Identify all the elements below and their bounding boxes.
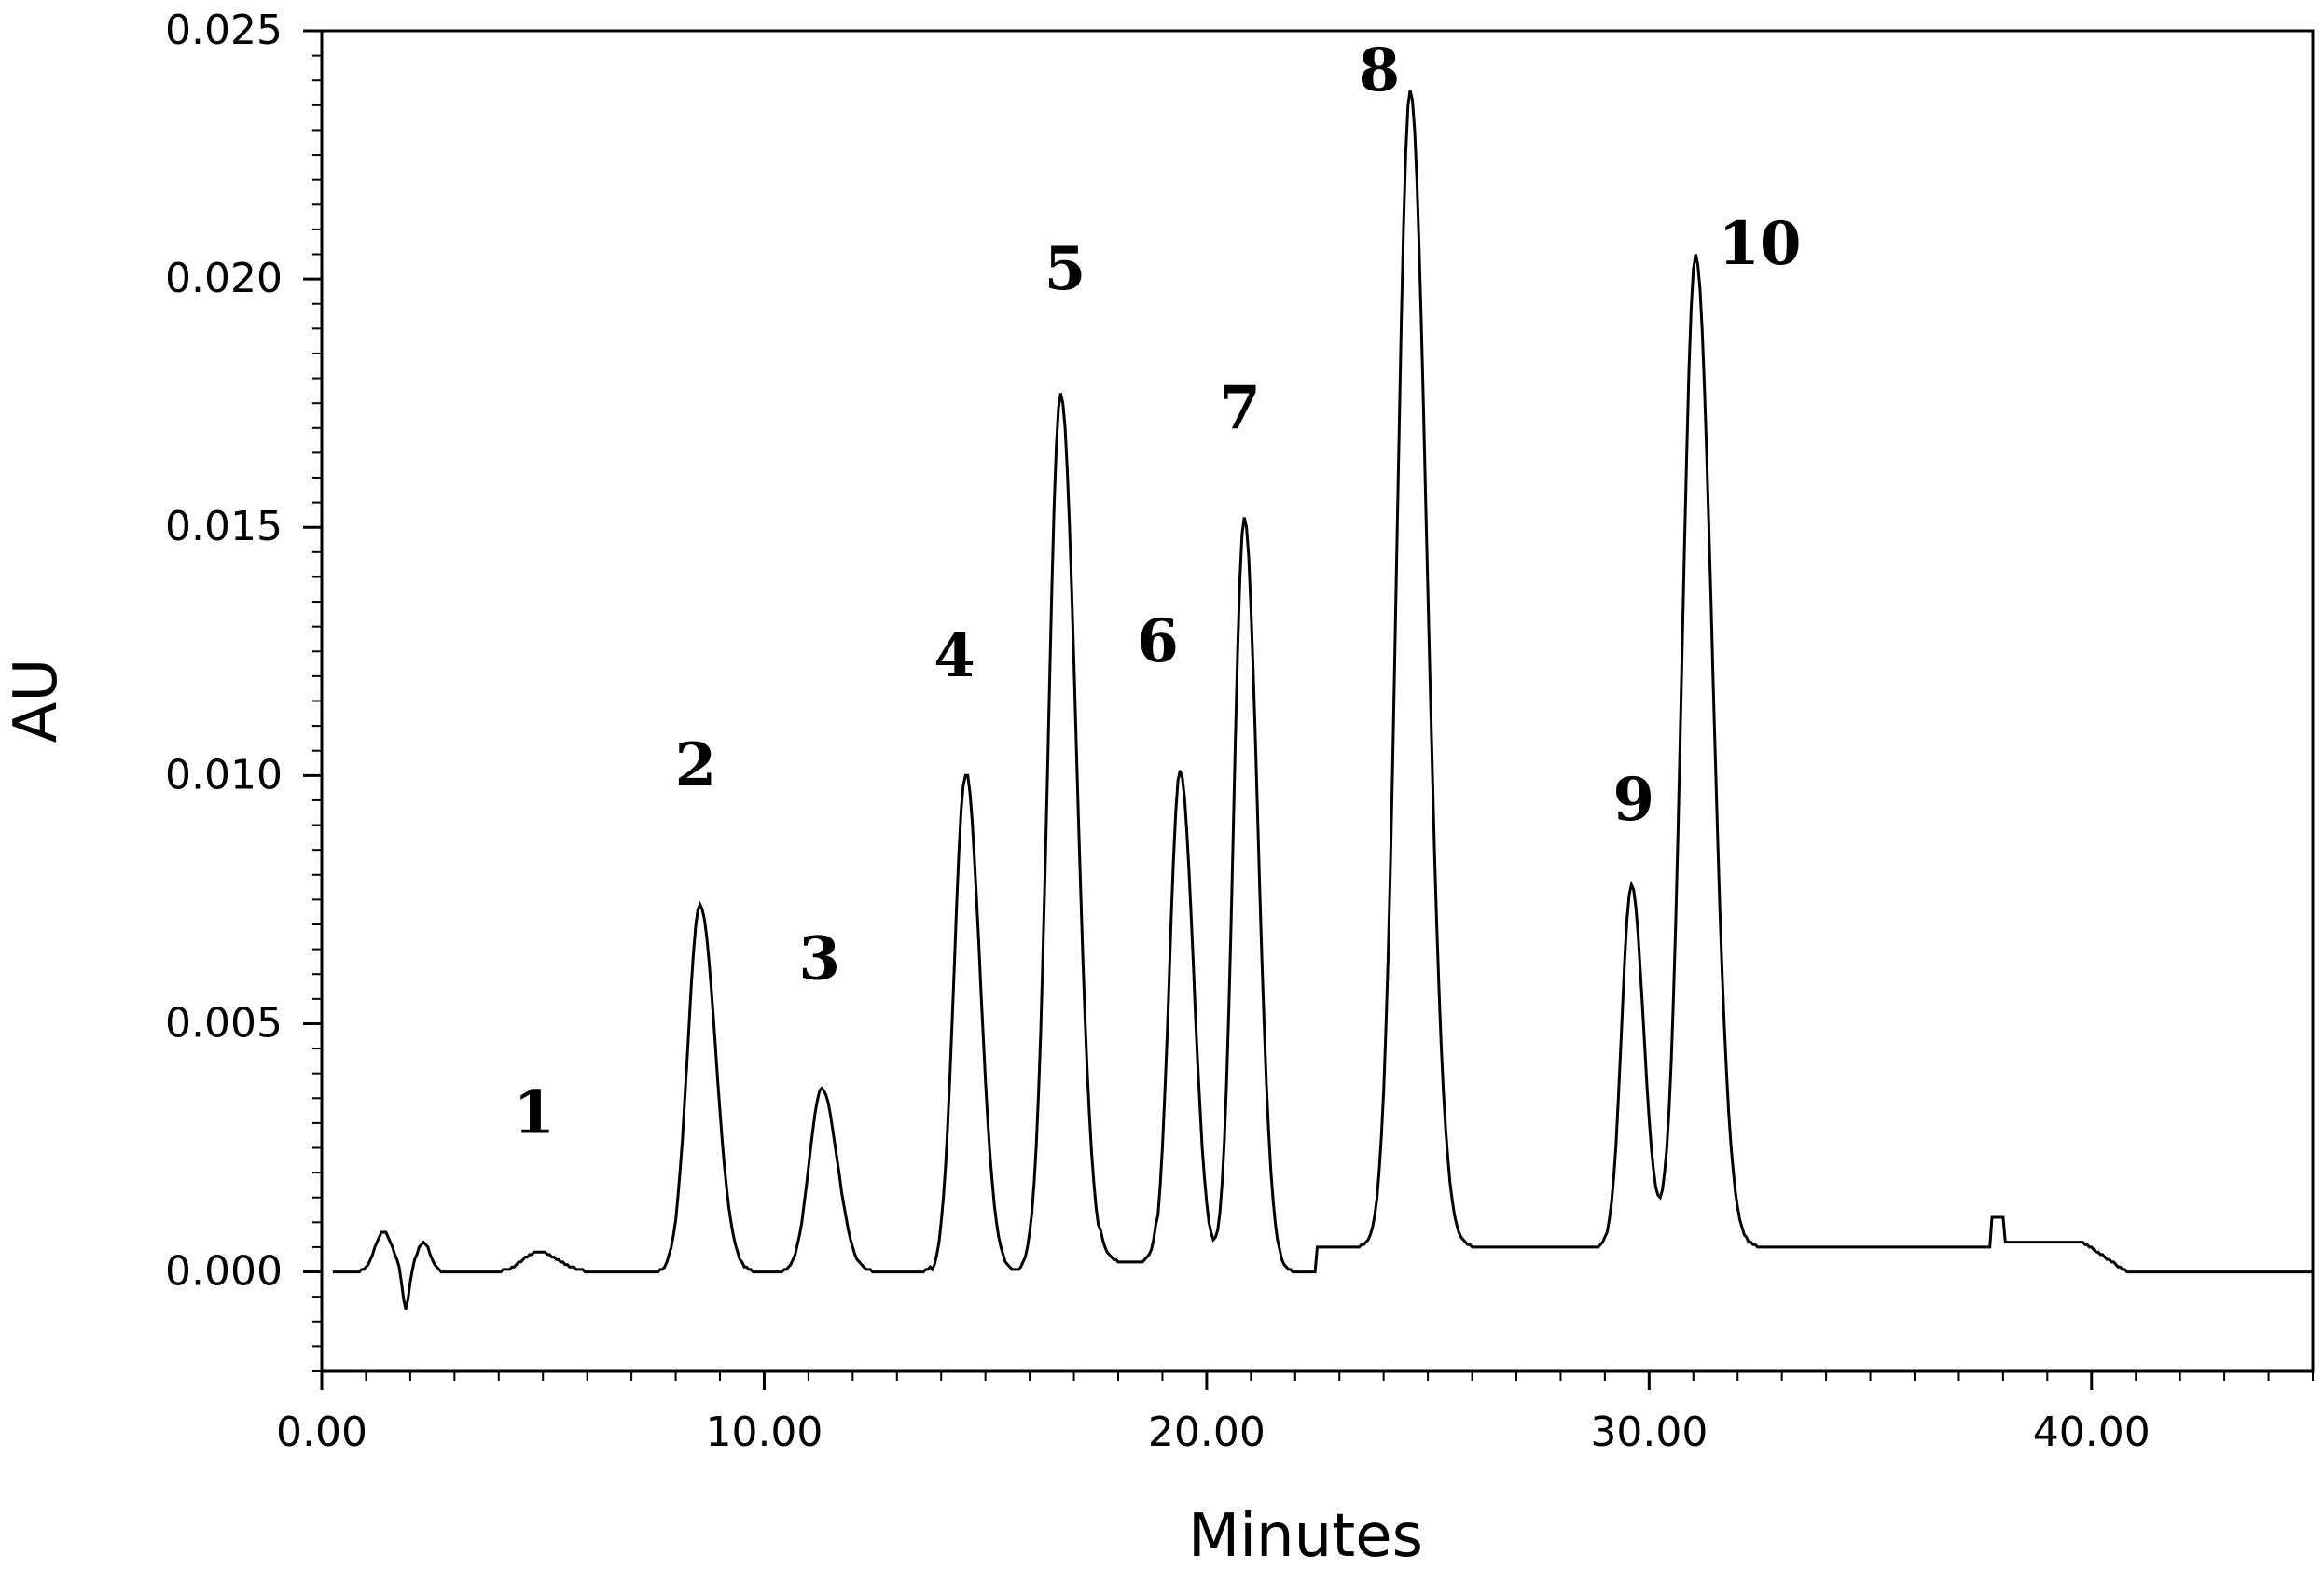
y-tick-label: 0.020	[165, 255, 283, 302]
x-tick-label: 0.00	[276, 1409, 367, 1456]
peak-label-2: 2	[675, 730, 717, 800]
x-tick-label: 20.00	[1148, 1409, 1266, 1456]
y-tick-label: 0.015	[165, 503, 283, 550]
x-axis-minor-ticks	[321, 1371, 2314, 1381]
x-tick-label: 40.00	[2033, 1409, 2151, 1456]
peak-labels: 1 2 3 4 5 6 7 8 9 10	[513, 35, 1801, 1148]
peak-label-8: 8	[1359, 35, 1401, 105]
peak-label-1: 1	[513, 1078, 555, 1148]
y-tick-label: 0.000	[165, 1248, 283, 1296]
x-axis: 0.00 10.00 20.00 30.00 40.00	[276, 1371, 2151, 1456]
peak-label-10: 10	[1718, 209, 1801, 279]
y-axis: 0.000 0.005 0.010 0.015 0.020 0.025	[165, 7, 322, 1296]
peak-label-7: 7	[1219, 373, 1261, 443]
peak-label-6: 6	[1137, 606, 1179, 676]
y-tick-label: 0.005	[165, 999, 283, 1047]
peak-label-3: 3	[798, 924, 840, 994]
y-tick-label: 0.010	[165, 751, 283, 798]
x-tick-label: 30.00	[1590, 1409, 1708, 1456]
chromatogram-trace	[332, 90, 2313, 1310]
y-axis-title: AU	[2, 659, 71, 743]
x-tick-label: 10.00	[705, 1409, 823, 1456]
x-axis-title: Minutes	[1188, 1502, 1423, 1569]
peak-label-9: 9	[1612, 765, 1654, 835]
peak-label-5: 5	[1044, 234, 1086, 304]
plot-area	[320, 29, 2315, 1373]
y-tick-label: 0.025	[165, 7, 283, 54]
peak-label-4: 4	[934, 621, 975, 691]
